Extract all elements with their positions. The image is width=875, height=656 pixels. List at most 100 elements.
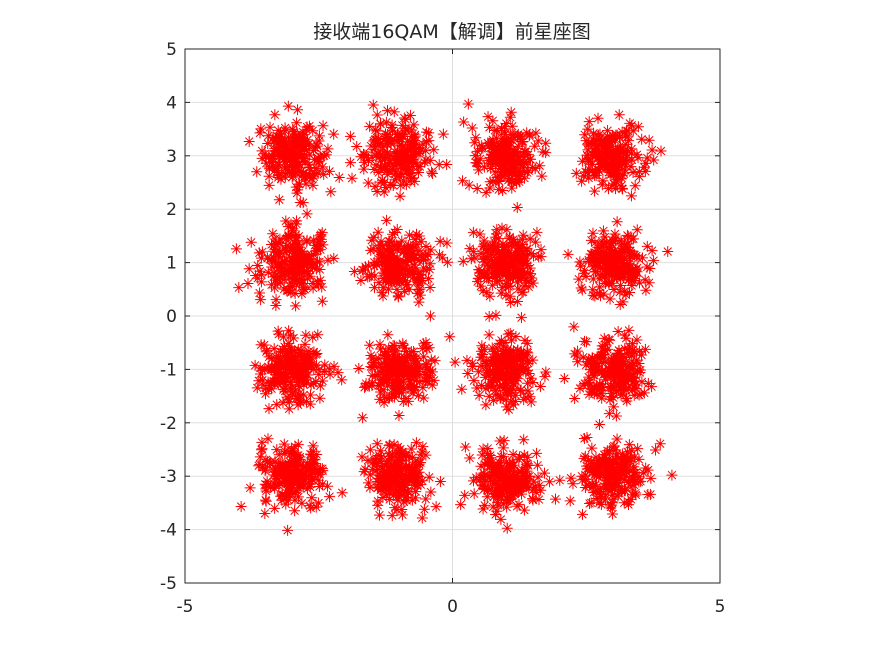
constellation-point (492, 174, 504, 186)
constellation-point (385, 260, 397, 272)
constellation-point (590, 451, 602, 463)
constellation-point (615, 235, 627, 247)
constellation-point (579, 469, 591, 481)
constellation-point (579, 264, 591, 276)
constellation-point (291, 161, 303, 173)
constellation-point (274, 366, 286, 378)
constellation-point (379, 161, 391, 173)
constellation-point (279, 122, 291, 134)
constellation-point (291, 139, 303, 151)
constellation-point (304, 500, 316, 512)
constellation-point (277, 139, 289, 151)
constellation-point (289, 441, 301, 453)
constellation-point (633, 171, 645, 183)
constellation-point (491, 505, 503, 517)
constellation-point (281, 359, 293, 371)
constellation-point (272, 167, 284, 179)
constellation-point (571, 350, 583, 362)
constellation-point (588, 253, 600, 265)
constellation-point (243, 263, 255, 275)
constellation-point (270, 247, 282, 259)
constellation-point (283, 489, 295, 501)
constellation-point (630, 467, 642, 479)
constellation-point (309, 454, 321, 466)
constellation-point (618, 285, 630, 297)
constellation-point (287, 388, 299, 400)
constellation-point (609, 454, 621, 466)
constellation-point (483, 484, 495, 496)
constellation-point (603, 448, 615, 460)
constellation-point (374, 118, 386, 130)
constellation-point (385, 272, 397, 284)
constellation-point (482, 453, 494, 465)
constellation-point (625, 481, 637, 493)
constellation-point (618, 247, 630, 259)
constellation-point (400, 113, 412, 125)
constellation-point (635, 388, 647, 400)
constellation-point (407, 451, 419, 463)
constellation-point (609, 465, 621, 477)
constellation-point (507, 399, 519, 411)
constellation-point (606, 366, 618, 378)
constellation-point (626, 350, 638, 362)
constellation-point (415, 449, 427, 461)
constellation-point (364, 444, 376, 456)
constellation-point (524, 153, 536, 165)
constellation-point (646, 144, 658, 156)
constellation-point (426, 166, 438, 178)
constellation-point (462, 367, 474, 379)
constellation-point (284, 480, 296, 492)
constellation-point (278, 368, 290, 380)
constellation-point (277, 397, 289, 409)
constellation-point (380, 371, 392, 383)
constellation-point (492, 266, 504, 278)
constellation-point (281, 161, 293, 173)
constellation-point (274, 359, 286, 371)
constellation-point (599, 231, 611, 243)
constellation-point (353, 362, 365, 374)
constellation-point (512, 368, 524, 380)
constellation-point (304, 164, 316, 176)
constellation-point (626, 143, 638, 155)
constellation-point (625, 190, 637, 202)
constellation-point (498, 242, 510, 254)
constellation-point (378, 365, 390, 377)
constellation-point (395, 481, 407, 493)
constellation-point (265, 239, 277, 251)
constellation-point (269, 243, 281, 255)
constellation-point (615, 264, 627, 276)
constellation-point (391, 244, 403, 256)
constellation-point (381, 138, 393, 150)
constellation-point (505, 362, 517, 374)
constellation-point (489, 272, 501, 284)
constellation-point (388, 439, 400, 451)
constellation-point (609, 478, 621, 490)
constellation-point (608, 383, 620, 395)
constellation-point (497, 135, 509, 147)
constellation-point (468, 246, 480, 258)
constellation-point (587, 369, 599, 381)
constellation-point (275, 258, 287, 270)
constellation-point (392, 494, 404, 506)
constellation-point (476, 449, 488, 461)
constellation-point (391, 264, 403, 276)
constellation-point (418, 503, 430, 515)
constellation-point (273, 449, 285, 461)
constellation-point (364, 339, 376, 351)
constellation-point (292, 159, 304, 171)
constellation-point (610, 154, 622, 166)
constellation-point (521, 337, 533, 349)
constellation-point (413, 466, 425, 478)
constellation-point (525, 372, 537, 384)
constellation-point (393, 410, 405, 422)
constellation-point (375, 343, 387, 355)
constellation-point (305, 502, 317, 514)
constellation-point (416, 446, 428, 458)
constellation-point (412, 390, 424, 402)
constellation-point (387, 489, 399, 501)
constellation-point (409, 175, 421, 187)
constellation-point (578, 452, 590, 464)
constellation-point (597, 238, 609, 250)
constellation-point (309, 153, 321, 165)
constellation-point (568, 321, 580, 333)
